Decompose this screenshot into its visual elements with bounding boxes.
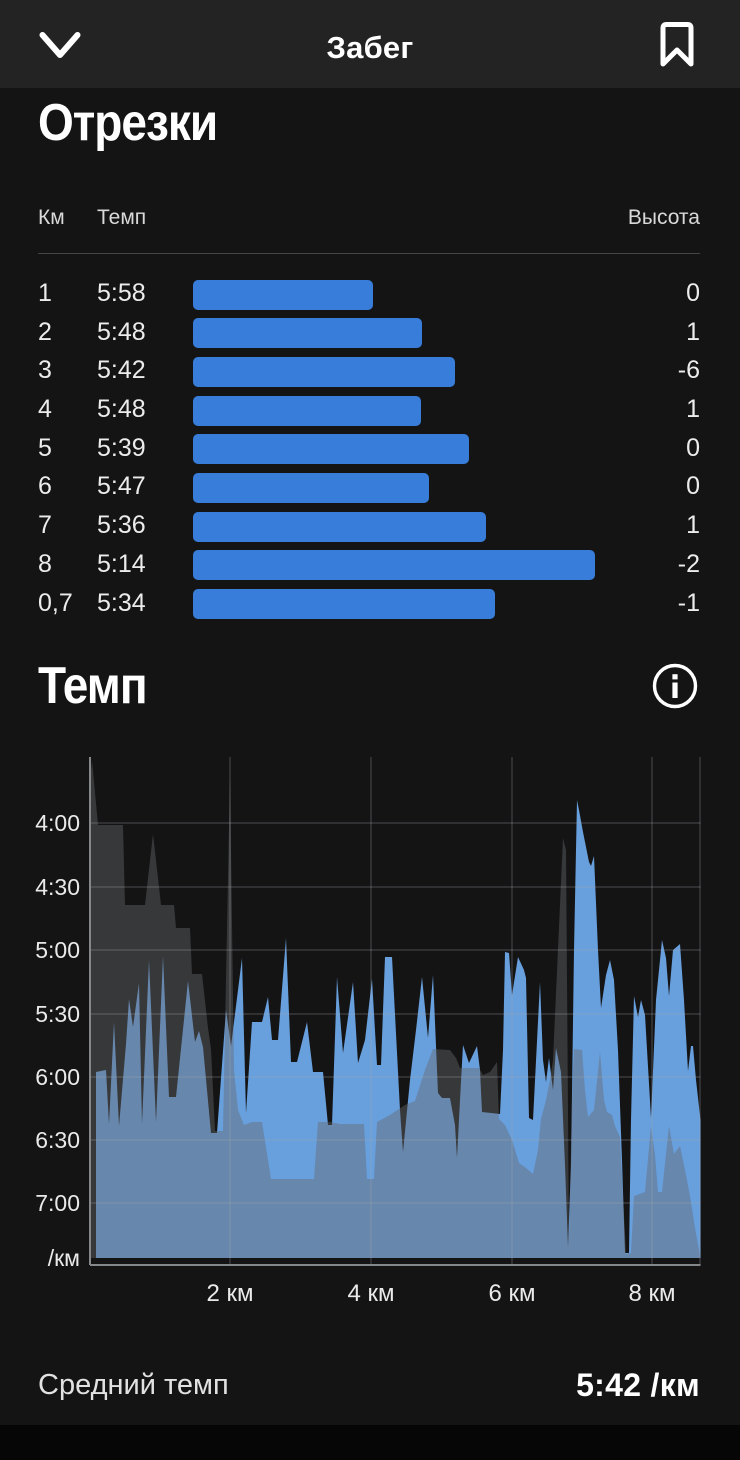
svg-text:/км: /км	[48, 1245, 80, 1271]
svg-text:4 км: 4 км	[347, 1280, 394, 1307]
svg-text:7:00: 7:00	[35, 1190, 80, 1216]
svg-text:6:00: 6:00	[35, 1064, 80, 1090]
svg-text:5:30: 5:30	[35, 1001, 80, 1027]
svg-text:6:30: 6:30	[35, 1127, 80, 1153]
svg-text:2 км: 2 км	[206, 1280, 253, 1307]
svg-text:4:30: 4:30	[35, 874, 80, 900]
svg-text:8 км: 8 км	[628, 1280, 675, 1307]
svg-text:5:00: 5:00	[35, 937, 80, 963]
svg-text:6 км: 6 км	[488, 1280, 535, 1307]
svg-text:4:00: 4:00	[35, 810, 80, 836]
